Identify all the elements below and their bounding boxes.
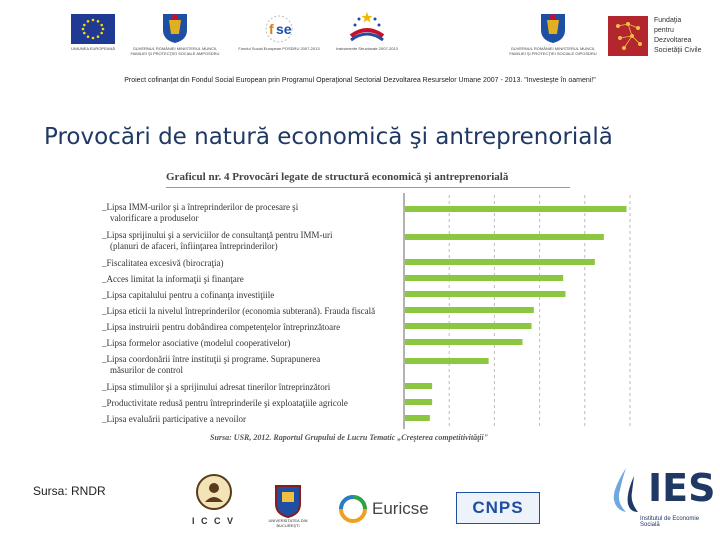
category-label-1-line-1: _Lipsa IMM-urilor şi a întreprinderilor … <box>102 202 299 212</box>
foundation-name: Fundaţia pentru Dezvoltarea Societăţii C… <box>654 17 702 54</box>
university-bucharest-icon <box>275 485 301 518</box>
romania-coat-icon <box>163 14 187 43</box>
bar-5 <box>405 291 566 297</box>
fse-logo-icon: f se <box>265 15 293 43</box>
category-label-6: _Lipsa eticii la nivelul întreprinderilo… <box>102 306 376 316</box>
iccv-logo-icon <box>195 474 232 510</box>
bar-plot <box>403 193 631 429</box>
logo-caption: Instrumente Structurale 2007-2013 <box>336 46 398 51</box>
fdsc-emblem-icon <box>608 16 648 56</box>
bar-4 <box>405 275 564 281</box>
category-label-5: _Lipsa capitalului pentru a cofinanţa in… <box>102 290 275 300</box>
category-label-3: _Fiscalitatea excesivă (birocraţia) <box>102 258 224 268</box>
eu-logo: UNIUNEA EUROPEANĂ <box>48 14 138 51</box>
bar-7 <box>405 323 532 329</box>
category-label-11: _Productivitate redusă pentru întreprind… <box>102 398 348 408</box>
unibuc-caption: UNIVERSITATEA DIN BUCUREŞTI <box>268 518 308 528</box>
category-label-9-line-2: măsurilor de control <box>110 365 183 375</box>
ies-drop-icon <box>613 468 638 512</box>
instrumente-structurale-logo: Instrumente Structurale 2007-2013 <box>322 10 412 51</box>
category-label-2-line-1: _Lipsa sprijinului şi a serviciilor de c… <box>102 230 333 240</box>
logo-caption: Fondul Social European POSDRU 2007-2013 <box>238 46 320 51</box>
cnps-logo: CNPS <box>456 492 540 524</box>
svg-text:f: f <box>269 21 274 37</box>
bar-8 <box>405 339 523 345</box>
bar-6 <box>405 307 534 313</box>
ies-name: IES <box>648 466 716 510</box>
fse-logo: f se Fondul Social European POSDRU 2007-… <box>234 14 324 51</box>
category-label-10: _Lipsa stimulilor şi a sprijinului adres… <box>102 382 331 392</box>
unibuc-logo: UNIVERSITATEA DIN BUCUREŞTI <box>268 484 308 528</box>
euricse-caption: Euricse <box>372 499 429 518</box>
category-label-4: _Acces limitat la informaţii şi finanţar… <box>102 274 244 284</box>
iccv-caption: I C C V <box>192 516 236 526</box>
chart-figure: Graficul nr. 4 Provocări legate de struc… <box>90 163 650 448</box>
gov-logo-2: GUVERNUL ROMÂNIEI MINISTERUL MUNCII, FAM… <box>508 10 598 56</box>
category-label-12: _Lipsa evaluării participative a nevoilo… <box>102 414 246 424</box>
category-label-1-line-2: valorificare a produselor <box>110 213 199 223</box>
bar-11 <box>405 399 433 405</box>
project-cofinancing-line: Proiect cofinanţat din Fondul Social Eur… <box>124 77 596 84</box>
svg-text:se: se <box>276 21 292 37</box>
chart-title: Graficul nr. 4 Provocări legate de struc… <box>166 171 509 183</box>
romania-coat-icon <box>541 14 565 43</box>
category-label-9-line-1: _Lipsa coordonării între instituţii şi p… <box>102 354 321 364</box>
logo-caption: GUVERNUL ROMÂNIEI MINISTERUL MUNCII, FAM… <box>509 46 597 56</box>
source-label: Sursa: RNDR <box>33 484 106 498</box>
gov-logo-1: GUVERNUL ROMÂNIEI MINISTERUL MUNCII, FAM… <box>130 10 220 56</box>
category-label-7: _Lipsa instruirii pentru dobândirea comp… <box>102 322 341 332</box>
chart-source: Sursa: USR, 2012. Raportul Grupului de L… <box>210 433 489 442</box>
slide-title: Provocări de natură economică şi antrepr… <box>44 124 613 150</box>
bar-2 <box>405 234 604 240</box>
chart-title-rule <box>166 187 570 188</box>
logo-caption: UNIUNEA EUROPEANĂ <box>70 46 115 51</box>
cnps-logo-icon: CNPS <box>472 498 524 517</box>
bar-1 <box>405 206 627 212</box>
logo-caption: GUVERNUL ROMÂNIEI MINISTERUL MUNCII, FAM… <box>130 46 220 56</box>
structural-funds-icon <box>349 12 385 42</box>
iccv-logo: I C C V <box>192 472 235 526</box>
eu-flag-icon <box>71 14 115 44</box>
bar-3 <box>405 259 595 265</box>
ies-logo <box>604 466 644 519</box>
bar-10 <box>405 383 433 389</box>
category-label-2-line-2: (planuri de afaceri, înfiinţarea întrepr… <box>110 241 278 251</box>
bar-12 <box>405 415 430 421</box>
euricse-logo-icon <box>339 495 367 523</box>
category-label-8: _Lipsa formelor asociative (modelul coop… <box>102 338 291 348</box>
bar-9 <box>405 358 489 364</box>
partner-logo-strip: I C C V UNIVERSITATEA DIN BUCUREŞTI Euri… <box>180 468 720 540</box>
fdsc-logo: Fundaţia pentru Dezvoltarea Societăţii C… <box>608 16 702 56</box>
ies-subtitle: Institutul de Economie Socială <box>640 516 700 528</box>
top-logo-strip: UNIUNEA EUROPEANĂ GUVERNUL ROMÂNIEI MINI… <box>0 8 720 74</box>
euricse-logo: Euricse <box>338 494 429 524</box>
